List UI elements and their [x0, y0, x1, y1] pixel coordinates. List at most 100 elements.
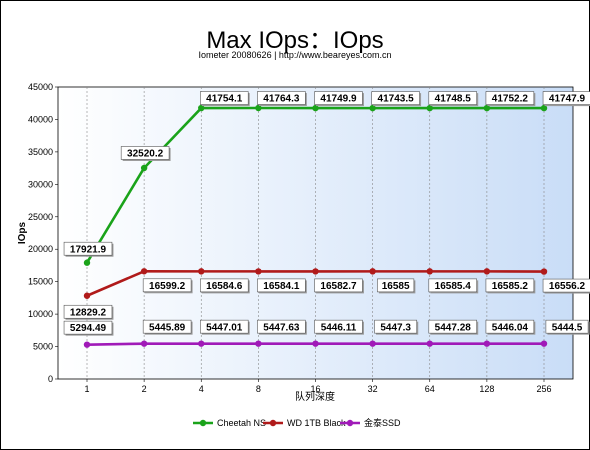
x-tick-label: 32 [368, 384, 378, 394]
data-label-bg [200, 278, 249, 293]
data-label-box: 41749.9 [314, 91, 364, 107]
data-label: 16582.7 [320, 281, 357, 292]
data-point [540, 340, 548, 347]
legend-swatch-marker [269, 419, 277, 427]
data-point [483, 268, 491, 275]
data-label-bg [142, 319, 192, 334]
data-label-box: 5446.11 [314, 319, 364, 335]
data-label-box: 16599.2 [142, 278, 193, 294]
x-tick-label: 1 [84, 384, 89, 394]
data-label: 41752.2 [492, 94, 529, 105]
data-label-bg [314, 91, 363, 105]
data-point [369, 268, 376, 275]
data-label-box: 5294.49 [63, 320, 114, 336]
data-label-bg [257, 278, 306, 293]
chart-title: Max IOps：IOps [206, 27, 384, 54]
data-label-bg [485, 319, 535, 334]
data-label-box: 5447.28 [428, 319, 479, 335]
legend-label: 金泰SSD [364, 417, 401, 428]
data-label: 16584.6 [206, 281, 243, 292]
data-label-bg [257, 319, 306, 334]
x-axis-label: 队列深度 [295, 390, 335, 403]
data-label-box: 5444.5 [545, 319, 590, 335]
y-axis-label: IOps [17, 221, 28, 244]
data-label-bg [485, 91, 535, 105]
data-label-bg [142, 278, 192, 293]
data-label-box: 32520.2 [120, 146, 171, 161]
data-point [255, 340, 262, 347]
data-label-box: 16585.4 [428, 278, 479, 294]
x-tick-label: 8 [256, 384, 261, 394]
data-label-bg [428, 319, 477, 334]
data-label-box: 17921.9 [63, 241, 114, 257]
data-label: 5446.11 [321, 322, 357, 333]
data-label-box: 12829.2 [63, 304, 114, 320]
data-label: 5294.49 [70, 323, 107, 334]
data-label-bg [428, 278, 477, 293]
data-label: 5446.04 [492, 322, 529, 333]
y-tick-label: 30000 [28, 179, 53, 189]
data-label-box: 41743.5 [371, 91, 422, 107]
data-label-box: 41752.2 [485, 91, 536, 107]
data-point [369, 104, 376, 112]
data-point [312, 104, 319, 112]
data-point [83, 341, 91, 348]
data-label-box: 16584.6 [200, 278, 250, 294]
data-label-box: 16556.2 [542, 278, 590, 294]
legend-label: WD 1TB Black [287, 418, 346, 428]
data-label-bg [485, 278, 535, 293]
data-label-bg [542, 91, 590, 105]
data-label-box: 16585.2 [485, 278, 536, 294]
data-label: 5447.63 [263, 322, 300, 333]
data-label: 41748.5 [435, 94, 472, 105]
data-point [198, 104, 205, 112]
x-tick-label: 64 [425, 384, 435, 394]
data-point [483, 104, 491, 112]
data-point [483, 340, 491, 347]
data-label: 16585 [382, 281, 410, 292]
data-label-bg [314, 278, 363, 293]
data-label: 5447.3 [380, 322, 411, 333]
y-tick-label: 20000 [28, 244, 53, 254]
data-label-bg [63, 304, 113, 319]
data-label-bg [314, 319, 363, 334]
data-label-bg [371, 91, 420, 105]
data-label-box: 16582.7 [314, 278, 364, 294]
data-point [198, 340, 205, 347]
data-point [312, 268, 319, 275]
data-point [540, 268, 548, 275]
legend-swatch-marker [346, 419, 354, 427]
data-label-box: 5446.04 [485, 319, 536, 335]
data-label-bg [545, 319, 589, 334]
data-label: 41743.5 [378, 94, 415, 105]
y-tick-label: 40000 [28, 114, 53, 124]
data-label-bg [428, 91, 477, 105]
x-tick-label: 4 [199, 384, 204, 394]
data-label: 16556.2 [549, 281, 586, 292]
data-label: 16599.2 [149, 281, 186, 292]
data-point [426, 268, 433, 275]
data-label-box: 5445.89 [142, 319, 193, 335]
chart-subtitle: Iometer 20080626 | http://www.beareyes.c… [198, 50, 392, 60]
data-label-bg [200, 319, 249, 334]
data-label-bg [377, 278, 415, 293]
data-label: 17921.9 [70, 244, 107, 255]
data-point [198, 268, 205, 275]
data-point [255, 268, 262, 275]
data-point [255, 104, 262, 112]
data-label: 16585.4 [435, 281, 472, 292]
data-label-box: 5447.3 [374, 319, 419, 335]
x-tick-label: 16 [310, 384, 320, 394]
data-label: 16585.2 [492, 281, 529, 292]
data-label: 5444.5 [552, 322, 583, 333]
data-label-box: 41748.5 [428, 91, 479, 107]
data-label: 41747.9 [549, 94, 586, 105]
data-label: 16584.1 [263, 281, 300, 292]
data-label-box: 41764.3 [257, 91, 307, 106]
data-point [140, 340, 148, 347]
data-label: 5445.89 [149, 322, 186, 333]
data-point [140, 268, 148, 275]
y-tick-label: 5000 [33, 342, 53, 352]
data-point [426, 340, 433, 347]
